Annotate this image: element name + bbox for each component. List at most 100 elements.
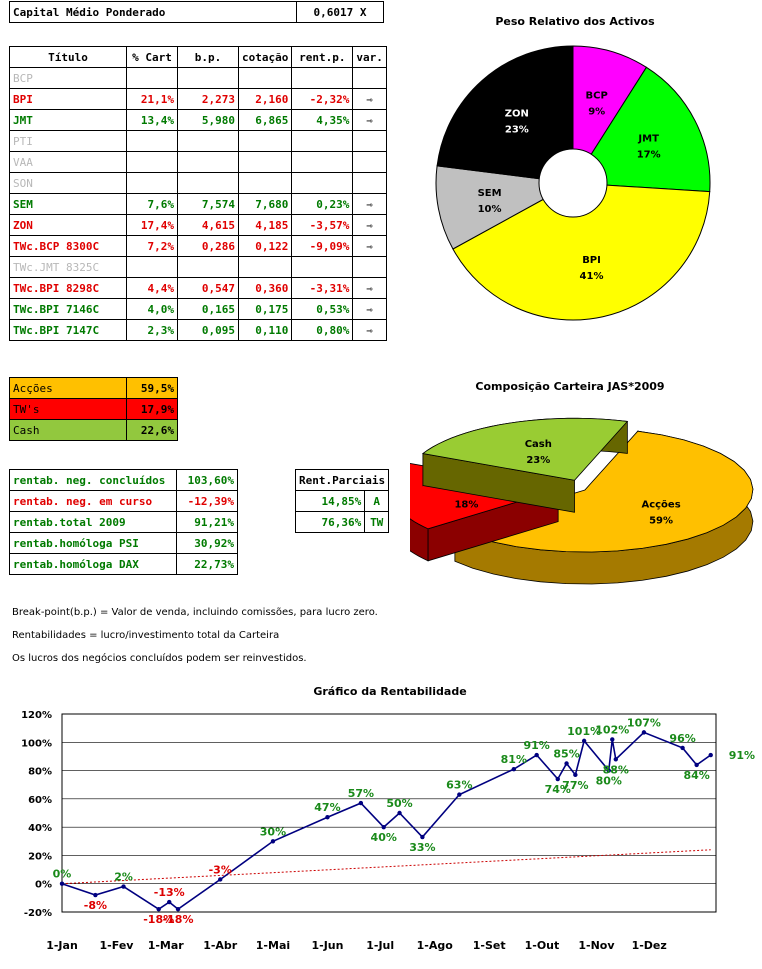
data-point (610, 737, 615, 742)
holding-var (352, 172, 387, 194)
data-point (606, 768, 611, 773)
data-point (358, 800, 364, 806)
holding-rent: 0,80% (291, 319, 354, 341)
arrow-right-icon: ⇾ (366, 302, 373, 316)
holding-pct (126, 130, 178, 152)
holding-rent: 0,23% (291, 193, 354, 215)
data-point (564, 761, 569, 766)
data-point (397, 810, 402, 816)
holding-name: VAA (9, 151, 127, 173)
holding-bp: 0,286 (177, 235, 239, 257)
y-tick-label: 60% (28, 795, 52, 806)
allocation-label: TW's (9, 398, 127, 420)
data-label: -8% (84, 899, 107, 912)
return-value: 30,92% (176, 532, 238, 554)
holding-pct: 2,3% (126, 319, 178, 341)
holding-price: 7,680 (237, 193, 293, 215)
data-point (175, 906, 181, 912)
return-row: rentab.homóloga DAX 22,73% (9, 553, 238, 575)
holding-bp (177, 151, 239, 173)
holding-price: 0,122 (237, 235, 293, 257)
holding-price: 0,110 (237, 319, 293, 341)
arrow-right-icon: ⇾ (366, 281, 373, 295)
holding-bp: 0,165 (177, 298, 239, 320)
y-tick-label: 100% (21, 738, 52, 749)
return-row: rentab. neg. em curso -12,39% (9, 490, 238, 512)
return-label: rentab.total 2009 (9, 511, 177, 533)
holding-pct: 7,6% (126, 193, 178, 215)
data-point (59, 881, 65, 886)
x-tick-label: 1-Fev (100, 939, 135, 952)
allocation-table: Acções 59,5% TW's 17,9% Cash 22,6% (9, 377, 178, 441)
holding-price (237, 172, 293, 194)
holding-var (352, 67, 387, 89)
partial-code: A (364, 490, 390, 512)
col-price: cotação (237, 46, 293, 68)
x-tick-label: 1-Abr (203, 939, 238, 952)
x-tick-label: 1-Dez (632, 939, 667, 952)
col-title: Título (9, 46, 127, 68)
holding-rent: -3,31% (291, 277, 354, 299)
holding-row: SEM 7,6% 7,574 7,680 0,23% ⇾ (9, 193, 387, 215)
data-point (694, 762, 699, 768)
pie2-label: Acções (641, 499, 680, 510)
pie-chart-assets: BCP 9% JMT 17% BPI 41% SEM 10% ZON 23% (435, 45, 711, 321)
partial-row: 76,36% TW (294, 511, 390, 533)
return-label: rentab.homóloga PSI (9, 532, 177, 554)
pie2-slice-cash (421, 417, 629, 513)
data-label: 30% (260, 825, 286, 838)
data-point (555, 776, 560, 782)
holding-price: 0,175 (237, 298, 293, 320)
data-label: 84% (683, 769, 709, 782)
data-point (156, 906, 161, 912)
holding-pct: 17,4% (126, 214, 178, 236)
holding-pct: 7,2% (126, 235, 178, 257)
holding-rent: -2,32% (291, 88, 354, 110)
holding-price: 4,185 (237, 214, 293, 236)
pie2-title: Composição Carteira JAS*2009 (475, 380, 665, 393)
data-point (534, 752, 539, 758)
data-point (641, 730, 647, 735)
holding-pct: 21,1% (126, 88, 178, 110)
data-label: 47% (314, 801, 340, 814)
pie1-slice-zon (436, 45, 574, 184)
holding-rent: -9,09% (291, 235, 354, 257)
holding-bp (177, 67, 239, 89)
holding-var: ⇾ (352, 109, 387, 131)
holding-name: BCP (9, 67, 127, 89)
arrow-right-icon: ⇾ (366, 197, 373, 211)
x-tick-label: 1-Mar (148, 939, 185, 952)
partial-returns-table: Rent.Parciais 14,85% A 76,36% TW (294, 469, 390, 533)
holding-var (352, 256, 387, 278)
holding-bp: 0,095 (177, 319, 239, 341)
pie1-title: Peso Relativo dos Activos (495, 15, 655, 28)
holding-rent (291, 172, 354, 194)
holding-var (352, 130, 387, 152)
holding-pct: 4,0% (126, 298, 178, 320)
holding-bp (177, 172, 239, 194)
data-point (613, 757, 618, 762)
holding-row: BCP (9, 67, 387, 89)
holding-bp: 2,273 (177, 88, 239, 110)
y-tick-label: -20% (24, 908, 52, 919)
return-row: rentab. neg. concluídos 103,60% (9, 469, 238, 491)
holding-bp: 0,547 (177, 277, 239, 299)
data-label: -18% (143, 913, 174, 926)
y-tick-label: 120% (21, 710, 52, 721)
pie1-slice-jmt (572, 66, 711, 193)
holding-price (237, 67, 293, 89)
data-label: 50% (386, 797, 412, 810)
holding-bp: 4,615 (177, 214, 239, 236)
partial-code: TW (364, 511, 390, 533)
holding-var: ⇾ (352, 319, 387, 341)
arrow-right-icon: ⇾ (366, 113, 373, 127)
pie2-label: Cash (525, 439, 552, 450)
return-row: rentab.total 2009 91,21% (9, 511, 238, 533)
x-tick-label: 1-Jan (46, 939, 78, 952)
arrow-right-icon: ⇾ (366, 92, 373, 106)
data-label: 102% (595, 723, 629, 736)
col-rent: rent.p. (291, 46, 354, 68)
pie1-value-label: 17% (637, 149, 661, 160)
data-point (708, 752, 713, 758)
